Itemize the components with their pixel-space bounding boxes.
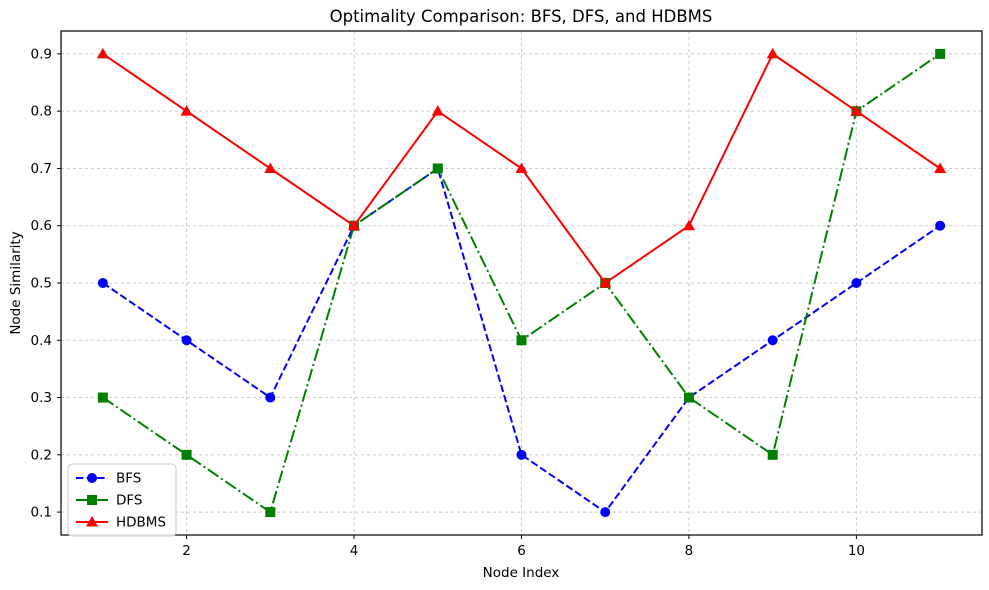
series-DFS-marker-square xyxy=(516,335,527,346)
x-tick-label: 10 xyxy=(848,543,865,559)
y-tick-label: 0.2 xyxy=(31,447,52,463)
series-DFS-marker-square xyxy=(683,392,694,403)
legend-DFS-marker-square xyxy=(87,495,97,505)
series-HDBMS-marker-triangle xyxy=(431,105,444,116)
series-HDBMS-marker-triangle xyxy=(348,219,361,231)
series-HDBMS-marker-triangle xyxy=(850,105,863,116)
legend-label-HDBMS: HDBMS xyxy=(116,515,166,531)
x-tick-label: 8 xyxy=(685,543,694,559)
legend-HDBMS-marker-triangle xyxy=(86,516,98,527)
series-DFS-marker-square xyxy=(265,507,276,518)
series-BFS-marker-circle xyxy=(97,278,108,288)
legend-BFS-marker-circle xyxy=(87,473,97,483)
x-tick-label: 2 xyxy=(182,543,191,559)
y-axis-label: Node Similarity xyxy=(8,231,24,334)
series-HDBMS-marker-triangle xyxy=(180,105,193,116)
series-BFS-marker-circle xyxy=(767,335,778,346)
series-BFS-marker-circle xyxy=(935,220,946,231)
y-tick-label: 0.9 xyxy=(31,46,52,62)
series-DFS-marker-square xyxy=(97,392,108,403)
series-BFS-marker-circle xyxy=(600,507,611,518)
axes-layer: 2 4 6 8 10 0.1 0.2 0.3 0.4 0.5 0.6 0.7 0.8 0.9 xyxy=(31,30,983,559)
legend-label-DFS: DFS xyxy=(116,493,143,509)
chart-title: Optimality Comparison: BFS, DFS, and HDB… xyxy=(330,7,713,26)
series-HDBMS-marker-triangle xyxy=(96,47,109,59)
legend: BFS DFS HDBMS xyxy=(67,463,177,537)
legend-label-BFS: BFS xyxy=(116,471,141,487)
x-axis-label: Node Index xyxy=(483,565,560,581)
y-tick-label: 0.1 xyxy=(31,505,52,521)
y-tick-label: 0.7 xyxy=(31,161,52,177)
series-line-BFS xyxy=(102,166,941,514)
series-HDBMS-marker-triangle xyxy=(264,162,277,173)
series-HDBMS-marker-triangle xyxy=(515,162,528,173)
series-BFS-marker-circle xyxy=(851,278,862,288)
x-tick-label: 6 xyxy=(517,543,526,559)
series-HDBMS-marker-triangle xyxy=(766,47,779,59)
series-DFS-marker-square xyxy=(181,449,192,460)
x-tick-label: 4 xyxy=(350,543,359,559)
y-tick-label: 0.5 xyxy=(31,276,52,292)
series-HDBMS-marker-triangle xyxy=(934,162,947,173)
series-BFS-marker-circle xyxy=(265,392,276,403)
series-DFS-marker-square xyxy=(935,48,946,59)
series-DFS-marker-square xyxy=(767,449,778,460)
y-tick-label: 0.6 xyxy=(31,218,52,234)
series-HDBMS-marker-triangle xyxy=(682,219,695,231)
series-BFS-marker-circle xyxy=(181,335,192,346)
series-layer xyxy=(96,47,947,518)
y-tick-label: 0.4 xyxy=(31,333,52,349)
series-BFS-marker-circle xyxy=(516,449,527,460)
series-DFS-marker-square xyxy=(432,163,443,174)
y-tick-label: 0.3 xyxy=(31,390,52,406)
y-tick-label: 0.8 xyxy=(31,104,52,120)
series-HDBMS-marker-triangle xyxy=(599,277,612,288)
